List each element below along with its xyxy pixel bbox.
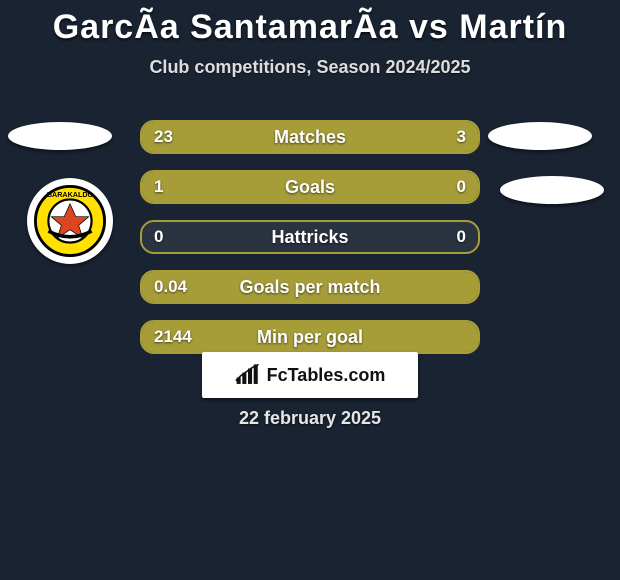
club-left-crest: BARAKALDO bbox=[27, 178, 113, 264]
stat-row: Hattricks0 0 bbox=[140, 220, 480, 254]
crest-icon: BARAKALDO bbox=[34, 185, 106, 257]
comparison-card: GarcÃ­a SantamarÃ­a vs Martín Club compe… bbox=[0, 0, 620, 580]
stat-value-right: 0 bbox=[457, 222, 466, 252]
player-right-placeholder bbox=[488, 122, 592, 150]
stat-label: Goals bbox=[142, 172, 478, 202]
player-left-placeholder bbox=[8, 122, 112, 150]
svg-text:BARAKALDO: BARAKALDO bbox=[47, 190, 94, 199]
bars-icon bbox=[235, 364, 261, 386]
stat-value-left: 0 bbox=[154, 222, 163, 252]
stat-row: Matches23 3 bbox=[140, 120, 480, 154]
stat-label: Hattricks bbox=[142, 222, 478, 252]
page-title: GarcÃ­a SantamarÃ­a vs Martín bbox=[0, 0, 620, 47]
stat-label: Matches bbox=[142, 122, 478, 152]
stat-value-left: 23 bbox=[154, 122, 173, 152]
snapshot-date: 22 february 2025 bbox=[0, 408, 620, 429]
club-right-placeholder bbox=[500, 176, 604, 204]
stat-row: Goals per match0.04 bbox=[140, 270, 480, 304]
stat-row: Min per goal2144 bbox=[140, 320, 480, 354]
source-logo: FcTables.com bbox=[202, 352, 418, 398]
stat-value-left: 0.04 bbox=[154, 272, 187, 302]
stat-label: Goals per match bbox=[142, 272, 478, 302]
stat-value-left: 2144 bbox=[154, 322, 192, 352]
stat-value-right: 0 bbox=[457, 172, 466, 202]
source-logo-text: FcTables.com bbox=[267, 365, 386, 386]
stat-value-left: 1 bbox=[154, 172, 163, 202]
subtitle: Club competitions, Season 2024/2025 bbox=[0, 57, 620, 78]
stat-row: Goals1 0 bbox=[140, 170, 480, 204]
stats-table: Matches233Goals10Hattricks00Goals per ma… bbox=[140, 120, 480, 370]
stat-label: Min per goal bbox=[142, 322, 478, 352]
stat-value-right: 3 bbox=[457, 122, 466, 152]
